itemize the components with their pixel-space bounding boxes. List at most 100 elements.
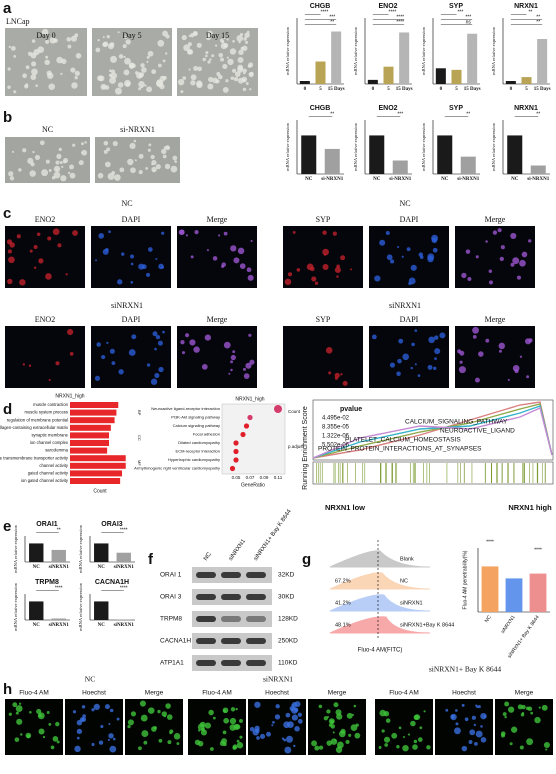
bar	[451, 69, 462, 84]
cell	[423, 710, 426, 713]
cell	[332, 231, 337, 236]
cell	[474, 377, 480, 383]
cell	[116, 717, 120, 721]
cell	[223, 231, 228, 236]
cell	[336, 275, 339, 278]
cell	[520, 713, 525, 717]
group-label: BP	[137, 410, 142, 416]
cell	[42, 735, 46, 739]
channel-label: Merge	[515, 690, 534, 697]
x-axis-label: Fluo-4 AM(FITC)	[358, 648, 403, 654]
dot	[243, 423, 250, 429]
cell	[287, 272, 293, 277]
cell	[259, 733, 266, 739]
cell	[211, 54, 215, 58]
cell	[538, 706, 541, 709]
band	[246, 572, 266, 578]
significance-label: **	[466, 111, 470, 117]
cell	[507, 706, 515, 713]
cell	[545, 748, 548, 751]
cell	[45, 39, 50, 44]
cell	[146, 60, 149, 63]
cell	[222, 730, 227, 735]
cell	[212, 256, 218, 261]
cell	[383, 736, 391, 743]
histogram-label: Blank	[400, 556, 414, 562]
term-label: muscle contraction	[33, 402, 69, 407]
cell	[114, 87, 122, 95]
cell	[454, 727, 461, 735]
cell	[161, 711, 168, 717]
cell	[117, 31, 120, 34]
chart-title: NRXN1	[514, 3, 538, 10]
cell	[70, 67, 76, 73]
cell	[146, 272, 151, 277]
cell	[146, 86, 153, 93]
chart-title: TRPM8	[35, 579, 59, 586]
x-tick-label: si-NRXN1	[527, 177, 549, 182]
cell	[39, 140, 45, 146]
cell	[7, 249, 12, 254]
bar	[70, 447, 108, 454]
bar	[331, 31, 342, 84]
channel-label: Fluo-4 AM	[202, 690, 232, 697]
cell	[111, 361, 116, 366]
cell	[199, 721, 206, 728]
cell	[187, 42, 192, 47]
cell	[8, 45, 11, 49]
cell	[233, 76, 239, 82]
cell	[18, 702, 22, 705]
chart-title: ORAI1	[36, 521, 58, 528]
cell	[244, 32, 250, 38]
cell	[385, 718, 391, 723]
cell	[348, 733, 352, 737]
y-axis-label: mRNA relative expression	[421, 26, 426, 74]
channel-label: DAPI	[400, 315, 419, 324]
significance-label: ****	[396, 14, 404, 20]
cell	[11, 150, 15, 153]
cell	[233, 257, 240, 264]
cell	[204, 722, 211, 729]
band	[246, 660, 266, 666]
cell	[131, 334, 137, 340]
significance-label: ***	[465, 14, 471, 20]
cell	[350, 724, 358, 732]
cell	[165, 145, 171, 151]
channel-label: Fluo-4 AM	[19, 690, 49, 697]
x-tick-label: 15 Days	[328, 87, 345, 92]
cell	[189, 339, 196, 346]
cell	[243, 373, 250, 379]
group-label: siNRXN1	[111, 301, 143, 310]
cell	[27, 157, 34, 164]
chart-title: SYP	[449, 105, 463, 112]
panel-label: e	[3, 518, 11, 535]
group-label: CC	[137, 435, 142, 441]
term-label: channel activity	[39, 463, 69, 468]
cell	[65, 273, 68, 276]
x-tick-label: si-NRXN1	[457, 177, 479, 182]
cell	[526, 375, 530, 379]
cell	[247, 274, 254, 281]
cell	[22, 148, 27, 153]
chart-title: ORAI3	[101, 521, 123, 528]
cell	[414, 329, 418, 332]
cell	[335, 746, 343, 753]
cell	[248, 333, 252, 337]
cell	[143, 740, 148, 745]
bar	[70, 455, 126, 462]
cell	[334, 372, 340, 379]
cell	[480, 712, 487, 720]
cell	[124, 35, 128, 40]
cell	[22, 73, 27, 79]
image-label: si-NRXN1	[120, 125, 155, 134]
cell	[102, 36, 105, 39]
cell	[72, 710, 77, 714]
cell	[242, 87, 247, 92]
cell	[328, 723, 333, 727]
bar	[315, 61, 326, 84]
cell	[139, 72, 145, 78]
cell	[419, 726, 423, 730]
image-label: Day 0	[36, 31, 55, 40]
cell	[208, 76, 214, 83]
cell	[525, 706, 530, 711]
